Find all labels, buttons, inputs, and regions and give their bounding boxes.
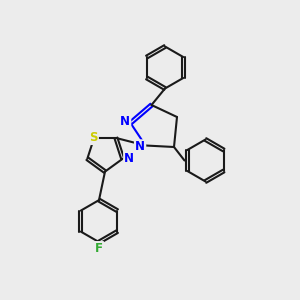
Text: N: N xyxy=(135,140,145,154)
Text: S: S xyxy=(89,131,98,144)
Text: N: N xyxy=(124,152,134,165)
Text: N: N xyxy=(120,115,130,128)
Text: F: F xyxy=(95,242,103,255)
